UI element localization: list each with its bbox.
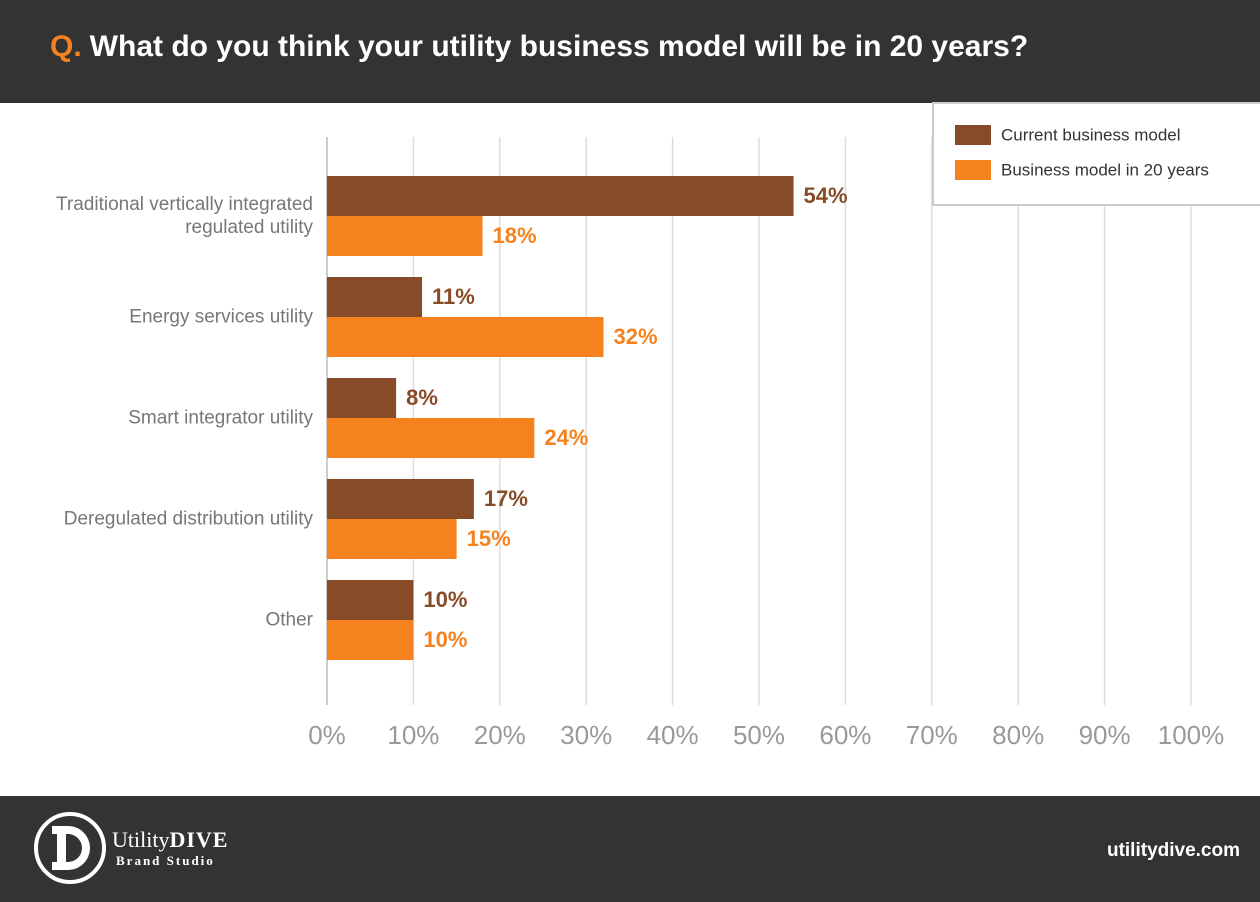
value-label: 32%	[613, 324, 657, 349]
legend-swatch	[955, 160, 991, 180]
bar	[327, 519, 457, 559]
bar	[327, 216, 483, 256]
legend-swatch	[955, 125, 991, 145]
x-tick-label: 0%	[308, 720, 346, 750]
category-label: Energy services utility	[129, 306, 313, 328]
bar	[327, 176, 794, 216]
value-label: 11%	[432, 284, 475, 309]
brand-name-bold: DIVE	[169, 827, 229, 852]
question-marker: Q.	[50, 30, 82, 63]
bar	[327, 620, 414, 660]
value-label: 10%	[423, 627, 467, 652]
value-label: 54%	[804, 183, 848, 208]
chart: 0% 10% 20% 30% 40% 50% 60% 70% 80% 90% 100% 54% 18% 1…	[308, 102, 1260, 750]
header: Q. What do you think your utility busines…	[0, 0, 1260, 103]
category-label: Deregulated distribution utility	[63, 508, 313, 530]
bar	[327, 418, 535, 458]
x-tick-label: 50%	[733, 720, 785, 750]
logo-letter	[52, 826, 90, 870]
brand: UtilityDIVE Brand Studio	[112, 827, 228, 869]
bar	[327, 277, 423, 317]
chart-title: Q. What do you think your utility busines…	[50, 30, 1028, 64]
category-label: Smart integrator utility	[128, 407, 313, 429]
x-tick-label: 90%	[1079, 720, 1131, 750]
website: utilitydive.com	[1106, 840, 1240, 861]
x-tick-label: 60%	[819, 720, 871, 750]
value-label: 24%	[544, 425, 588, 450]
bar	[327, 580, 414, 620]
x-tick-label: 70%	[906, 720, 958, 750]
legend-label: Business model in 20 years	[1001, 160, 1209, 179]
brand-subtitle: Brand Studio	[116, 853, 215, 868]
category-label: Traditional vertically integrated regula…	[56, 194, 313, 238]
x-tick-label: 30%	[560, 720, 612, 750]
x-tick-label: 20%	[474, 720, 526, 750]
value-label: 8%	[406, 385, 438, 410]
footer: UtilityDIVE Brand Studio utilitydive.com	[0, 796, 1260, 902]
value-label: 18%	[493, 223, 537, 248]
category-label: Other	[265, 609, 313, 631]
x-tick-label: 10%	[387, 720, 439, 750]
value-label: 17%	[484, 486, 528, 511]
value-label: 10%	[423, 587, 467, 612]
bar	[327, 317, 604, 357]
logo	[34, 812, 106, 884]
bar	[327, 378, 397, 418]
x-tick-label: 40%	[647, 720, 699, 750]
logo-ring	[34, 812, 106, 884]
legend-box	[932, 102, 1260, 206]
title-text: What do you think your utility business …	[89, 30, 1029, 63]
bar	[327, 479, 474, 519]
x-tick-label: 80%	[992, 720, 1044, 750]
x-tick-label: 100%	[1158, 720, 1225, 750]
brand-name: Utility	[112, 827, 170, 852]
legend-label: Current business model	[1001, 125, 1181, 144]
value-label: 15%	[467, 526, 511, 551]
